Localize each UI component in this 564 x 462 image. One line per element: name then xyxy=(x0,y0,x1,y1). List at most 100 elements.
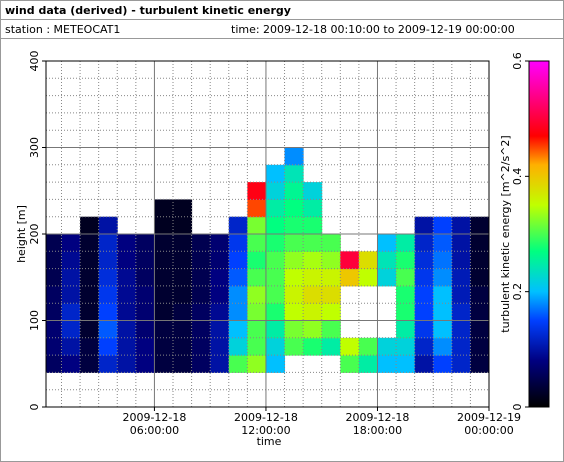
heat-cell xyxy=(470,320,490,339)
heat-cell xyxy=(265,182,286,200)
x-axis-label: time xyxy=(257,435,282,448)
heat-cell xyxy=(98,285,118,304)
heat-cell xyxy=(117,251,137,270)
heat-cell xyxy=(80,337,100,356)
heat-cell xyxy=(117,234,137,252)
heat-cell xyxy=(470,268,490,287)
heat-cell xyxy=(135,303,155,321)
heat-cell xyxy=(247,216,267,235)
heat-cell xyxy=(154,251,174,270)
heat-cell xyxy=(61,285,81,304)
heat-cell xyxy=(247,355,267,373)
heat-cell xyxy=(433,234,453,252)
heat-cell xyxy=(191,303,211,321)
heat-cell xyxy=(470,216,490,235)
heat-cell xyxy=(247,303,267,321)
y-axis-label: height [m] xyxy=(15,205,28,263)
heat-cell xyxy=(228,285,248,304)
heat-cell xyxy=(154,268,174,287)
x-tick-label: 2009-12-19 00:00:00 xyxy=(457,411,521,437)
y-tick-label: 400 xyxy=(28,51,41,72)
heat-cell xyxy=(303,268,323,287)
heat-cell xyxy=(284,164,304,183)
heat-cell xyxy=(210,303,230,321)
heat-cell xyxy=(61,268,81,287)
heat-cell xyxy=(61,251,81,270)
heat-cell xyxy=(154,355,174,373)
heat-cell xyxy=(191,337,211,356)
heat-cell xyxy=(117,355,137,373)
heat-cell xyxy=(433,285,453,304)
heat-cell xyxy=(414,355,434,373)
heat-cell xyxy=(46,303,62,321)
heat-cell xyxy=(284,337,304,356)
heat-cell xyxy=(46,268,62,287)
y-tick-label: 200 xyxy=(28,224,41,245)
heat-cell xyxy=(340,355,360,373)
heat-cell xyxy=(284,320,304,339)
heat-cell xyxy=(247,234,267,252)
heat-cell xyxy=(210,355,230,373)
heat-cell xyxy=(228,337,248,356)
heat-cell xyxy=(470,337,490,356)
heat-cell xyxy=(228,320,248,339)
heat-cell xyxy=(46,251,62,270)
heat-cell xyxy=(98,303,118,321)
heat-cell xyxy=(173,355,193,373)
heat-cell xyxy=(154,234,174,252)
heat-cell xyxy=(340,251,360,270)
heat-cell xyxy=(451,303,471,321)
heat-cell xyxy=(46,234,62,252)
heat-cell xyxy=(433,216,453,235)
info-row: station : METEOCAT1 time: 2009-12-18 00:… xyxy=(1,20,563,39)
heat-cell xyxy=(135,337,155,356)
heat-cell xyxy=(396,285,416,304)
heat-cell xyxy=(321,337,341,356)
heat-cell xyxy=(135,251,155,270)
heat-cell xyxy=(191,251,211,270)
heat-cell xyxy=(284,251,304,270)
heat-cell xyxy=(247,268,267,287)
heat-cell xyxy=(173,320,193,339)
heat-cell xyxy=(470,355,490,373)
heat-cell xyxy=(247,337,267,356)
heat-cell xyxy=(470,251,490,270)
heat-cell xyxy=(80,320,100,339)
heat-cell xyxy=(247,285,267,304)
heat-cell xyxy=(265,303,286,321)
heat-cell xyxy=(321,320,341,339)
heat-cell xyxy=(451,320,471,339)
heat-cell xyxy=(358,268,378,287)
heat-cell xyxy=(61,303,81,321)
heat-cell xyxy=(303,285,323,304)
heat-cell xyxy=(210,337,230,356)
heat-cell xyxy=(210,234,230,252)
heat-cell xyxy=(451,337,471,356)
heat-cell xyxy=(46,285,62,304)
heat-cell xyxy=(191,320,211,339)
heat-cell xyxy=(173,285,193,304)
heat-cell xyxy=(377,355,397,373)
heat-cell xyxy=(284,182,304,200)
heat-cell xyxy=(303,320,323,339)
heat-cell xyxy=(80,355,100,373)
heat-cell xyxy=(191,268,211,287)
heat-cell xyxy=(228,251,248,270)
heat-cell xyxy=(265,285,286,304)
heat-cell xyxy=(303,251,323,270)
heat-cell xyxy=(265,268,286,287)
heat-cell xyxy=(470,303,490,321)
heat-cell xyxy=(210,251,230,270)
heat-cell xyxy=(98,355,118,373)
heat-cell xyxy=(414,303,434,321)
x-tick-label: 2009-12-18 12:00:00 xyxy=(233,411,298,437)
heat-cell xyxy=(265,320,286,339)
x-tick-label: 2009-12-18 06:00:00 xyxy=(122,411,187,437)
heat-cell xyxy=(117,303,137,321)
heat-cell xyxy=(98,251,118,270)
heat-cell xyxy=(470,234,490,252)
heat-cell xyxy=(228,216,248,235)
heat-cell xyxy=(433,251,453,270)
heat-cell xyxy=(191,355,211,373)
heat-cell xyxy=(451,268,471,287)
